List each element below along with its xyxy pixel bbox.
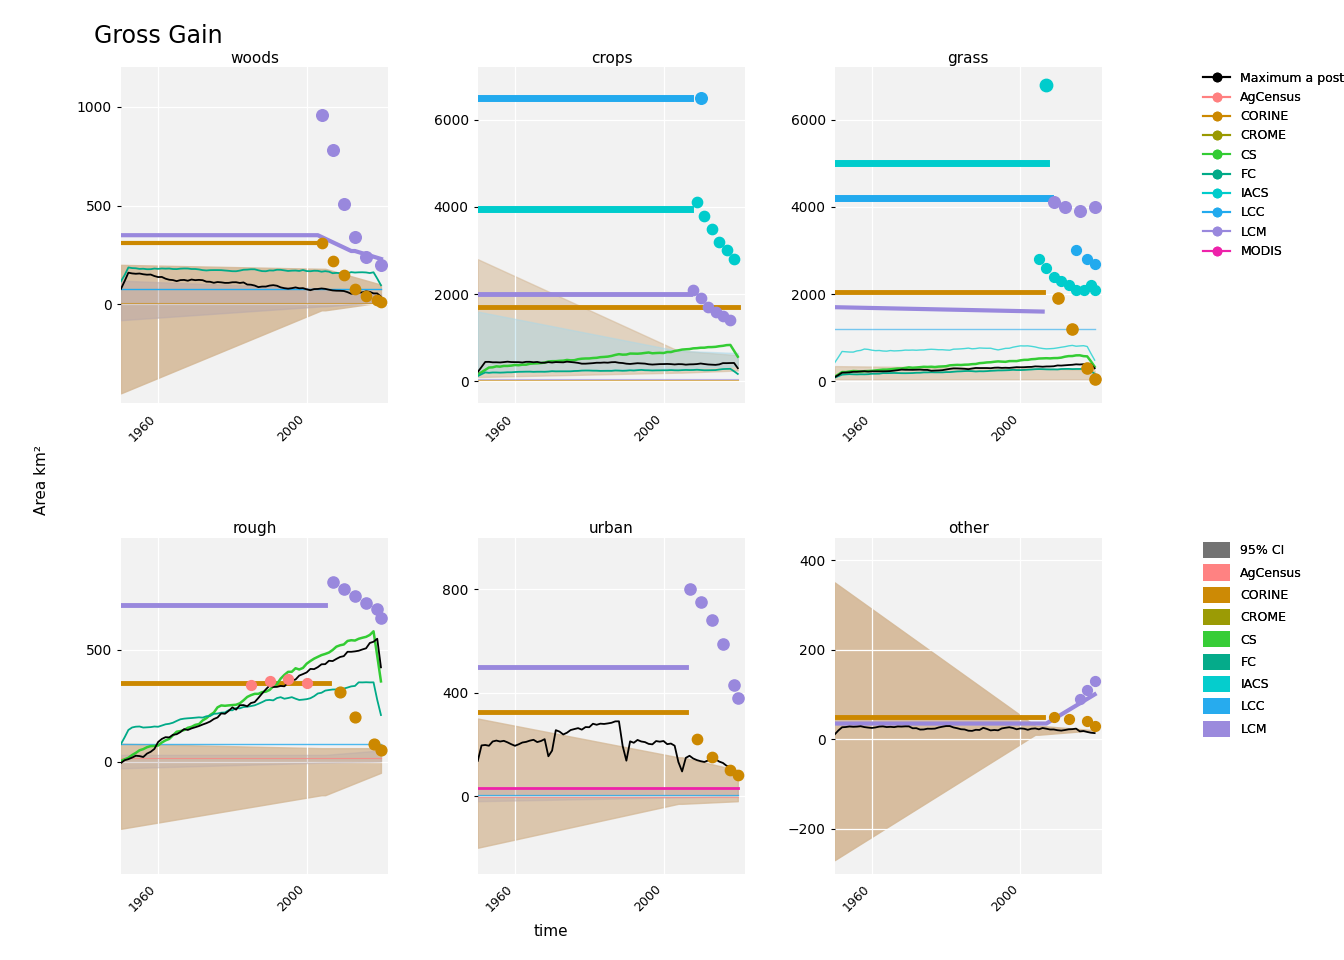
Point [1047, 291, 1068, 306]
Title: crops: crops [591, 51, 632, 66]
Point [689, 594, 711, 610]
Title: grass: grass [948, 51, 989, 66]
Point [277, 671, 298, 686]
Point [1028, 252, 1050, 267]
Point [367, 602, 388, 617]
Point [1036, 77, 1058, 92]
Point [687, 195, 708, 210]
Point [727, 768, 749, 783]
Point [333, 196, 355, 211]
Point [719, 762, 741, 778]
Point [333, 582, 355, 597]
Point [712, 636, 734, 651]
Point [1043, 269, 1064, 284]
Legend: Maximum a posterior, AgCensus, CORINE, CROME, CS, FC, IACS, LCC, LCM, MODIS: Maximum a posterior, AgCensus, CORINE, C… [1198, 67, 1344, 263]
Point [1081, 277, 1102, 293]
Point [355, 595, 376, 611]
Point [1068, 691, 1090, 707]
Point [702, 750, 723, 765]
Point [296, 676, 317, 691]
Point [727, 690, 749, 706]
Point [1043, 195, 1064, 210]
Point [1058, 277, 1079, 293]
Point [704, 304, 726, 320]
Point [1077, 713, 1098, 729]
Point [323, 575, 344, 590]
Point [1066, 243, 1087, 258]
Point [344, 709, 366, 725]
Point [1036, 260, 1058, 276]
Point [689, 90, 711, 106]
Point [679, 582, 700, 597]
Point [702, 221, 723, 236]
Point [344, 229, 366, 245]
Title: rough: rough [233, 521, 277, 537]
Point [702, 612, 723, 628]
Point [716, 243, 738, 258]
Point [310, 107, 332, 122]
Title: urban: urban [589, 521, 634, 537]
Point [723, 252, 745, 267]
Point [1062, 322, 1083, 337]
Point [1066, 282, 1087, 298]
Point [689, 291, 711, 306]
Point [1077, 683, 1098, 698]
Point [723, 677, 745, 692]
Point [698, 300, 719, 315]
Point [1083, 673, 1105, 688]
Point [1077, 252, 1098, 267]
Title: other: other [948, 521, 989, 537]
Point [355, 289, 376, 304]
Point [719, 313, 741, 328]
Text: time: time [534, 924, 569, 939]
Point [344, 281, 366, 297]
Point [712, 308, 734, 324]
Point [323, 253, 344, 269]
Point [1043, 709, 1064, 725]
Text: Gross Gain: Gross Gain [94, 24, 223, 48]
Point [694, 208, 715, 224]
Title: woods: woods [230, 51, 280, 66]
Legend: 95% CI, AgCensus, CORINE, CROME, CS, FC, IACS, LCC, LCM: 95% CI, AgCensus, CORINE, CROME, CS, FC,… [1198, 538, 1306, 742]
Point [1058, 711, 1079, 727]
Point [370, 295, 391, 310]
Point [370, 257, 391, 273]
Point [1083, 718, 1105, 733]
Point [1083, 372, 1105, 387]
Point [1054, 199, 1075, 214]
Point [1083, 199, 1105, 214]
Text: Area km²: Area km² [34, 445, 48, 515]
Point [344, 588, 366, 604]
Point [241, 678, 262, 693]
Point [355, 250, 376, 265]
Point [259, 673, 281, 688]
Point [370, 611, 391, 626]
Point [687, 732, 708, 747]
Point [683, 282, 704, 298]
Point [1051, 274, 1073, 289]
Point [370, 743, 391, 758]
Point [1077, 361, 1098, 376]
Point [1083, 256, 1105, 272]
Point [333, 267, 355, 282]
Point [363, 736, 384, 752]
Point [708, 234, 730, 250]
Point [329, 684, 351, 700]
Point [310, 235, 332, 251]
Point [1073, 282, 1094, 298]
Point [1083, 282, 1105, 298]
Point [367, 293, 388, 308]
Point [323, 142, 344, 157]
Point [1068, 204, 1090, 219]
